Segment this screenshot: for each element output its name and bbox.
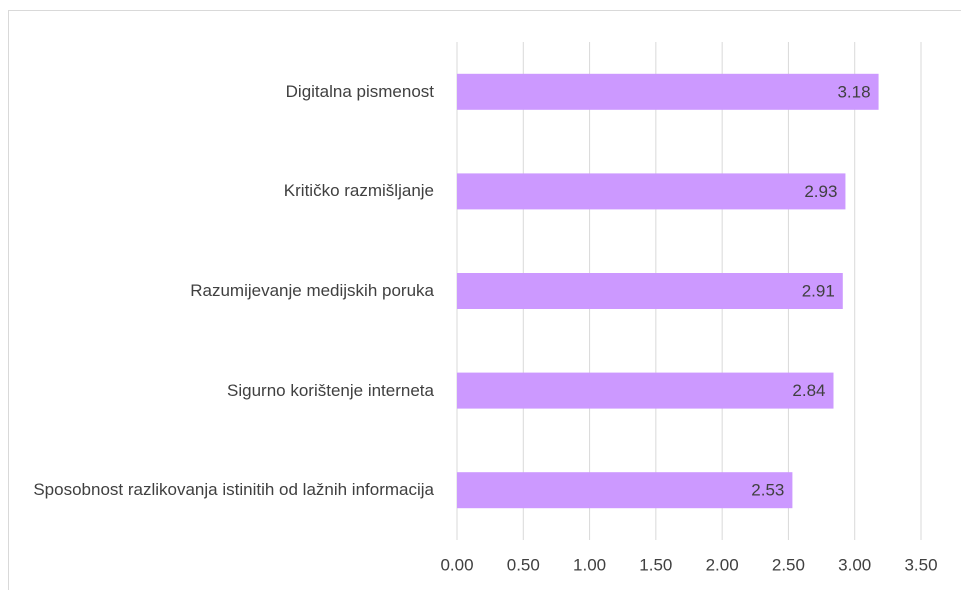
data-label: 2.93: [804, 182, 837, 201]
x-tick-label: 3.00: [838, 555, 871, 574]
bar: [457, 173, 846, 210]
y-tick-label: Kritičko razmišljanje: [283, 181, 434, 201]
y-tick-label: Sposobnost razlikovanja istinitih od laž…: [33, 480, 434, 500]
x-tick-label: 2.50: [772, 555, 805, 574]
data-label: 2.84: [792, 381, 825, 400]
data-label: 2.91: [802, 281, 835, 300]
y-tick-label: Razumijevanje medijskih poruka: [190, 281, 434, 300]
x-tick-label: 3.50: [904, 555, 937, 574]
x-tick-label: 2.00: [706, 555, 739, 574]
y-tick-label: Digitalna pismenost: [285, 81, 434, 101]
chart-border: [8, 10, 961, 590]
data-label: 3.18: [837, 82, 870, 101]
x-tick-label: 1.00: [573, 555, 606, 574]
x-tick-label: 0.00: [440, 555, 473, 574]
bar: [457, 273, 843, 309]
data-label: 2.53: [751, 481, 784, 500]
bar: [457, 372, 834, 409]
y-tick-label: Sigurno korištenje interneta: [227, 380, 434, 400]
x-tick-label: 0.50: [507, 555, 540, 574]
bar: [457, 73, 879, 110]
x-tick-label: 1.50: [639, 555, 672, 574]
bar: [457, 472, 793, 509]
